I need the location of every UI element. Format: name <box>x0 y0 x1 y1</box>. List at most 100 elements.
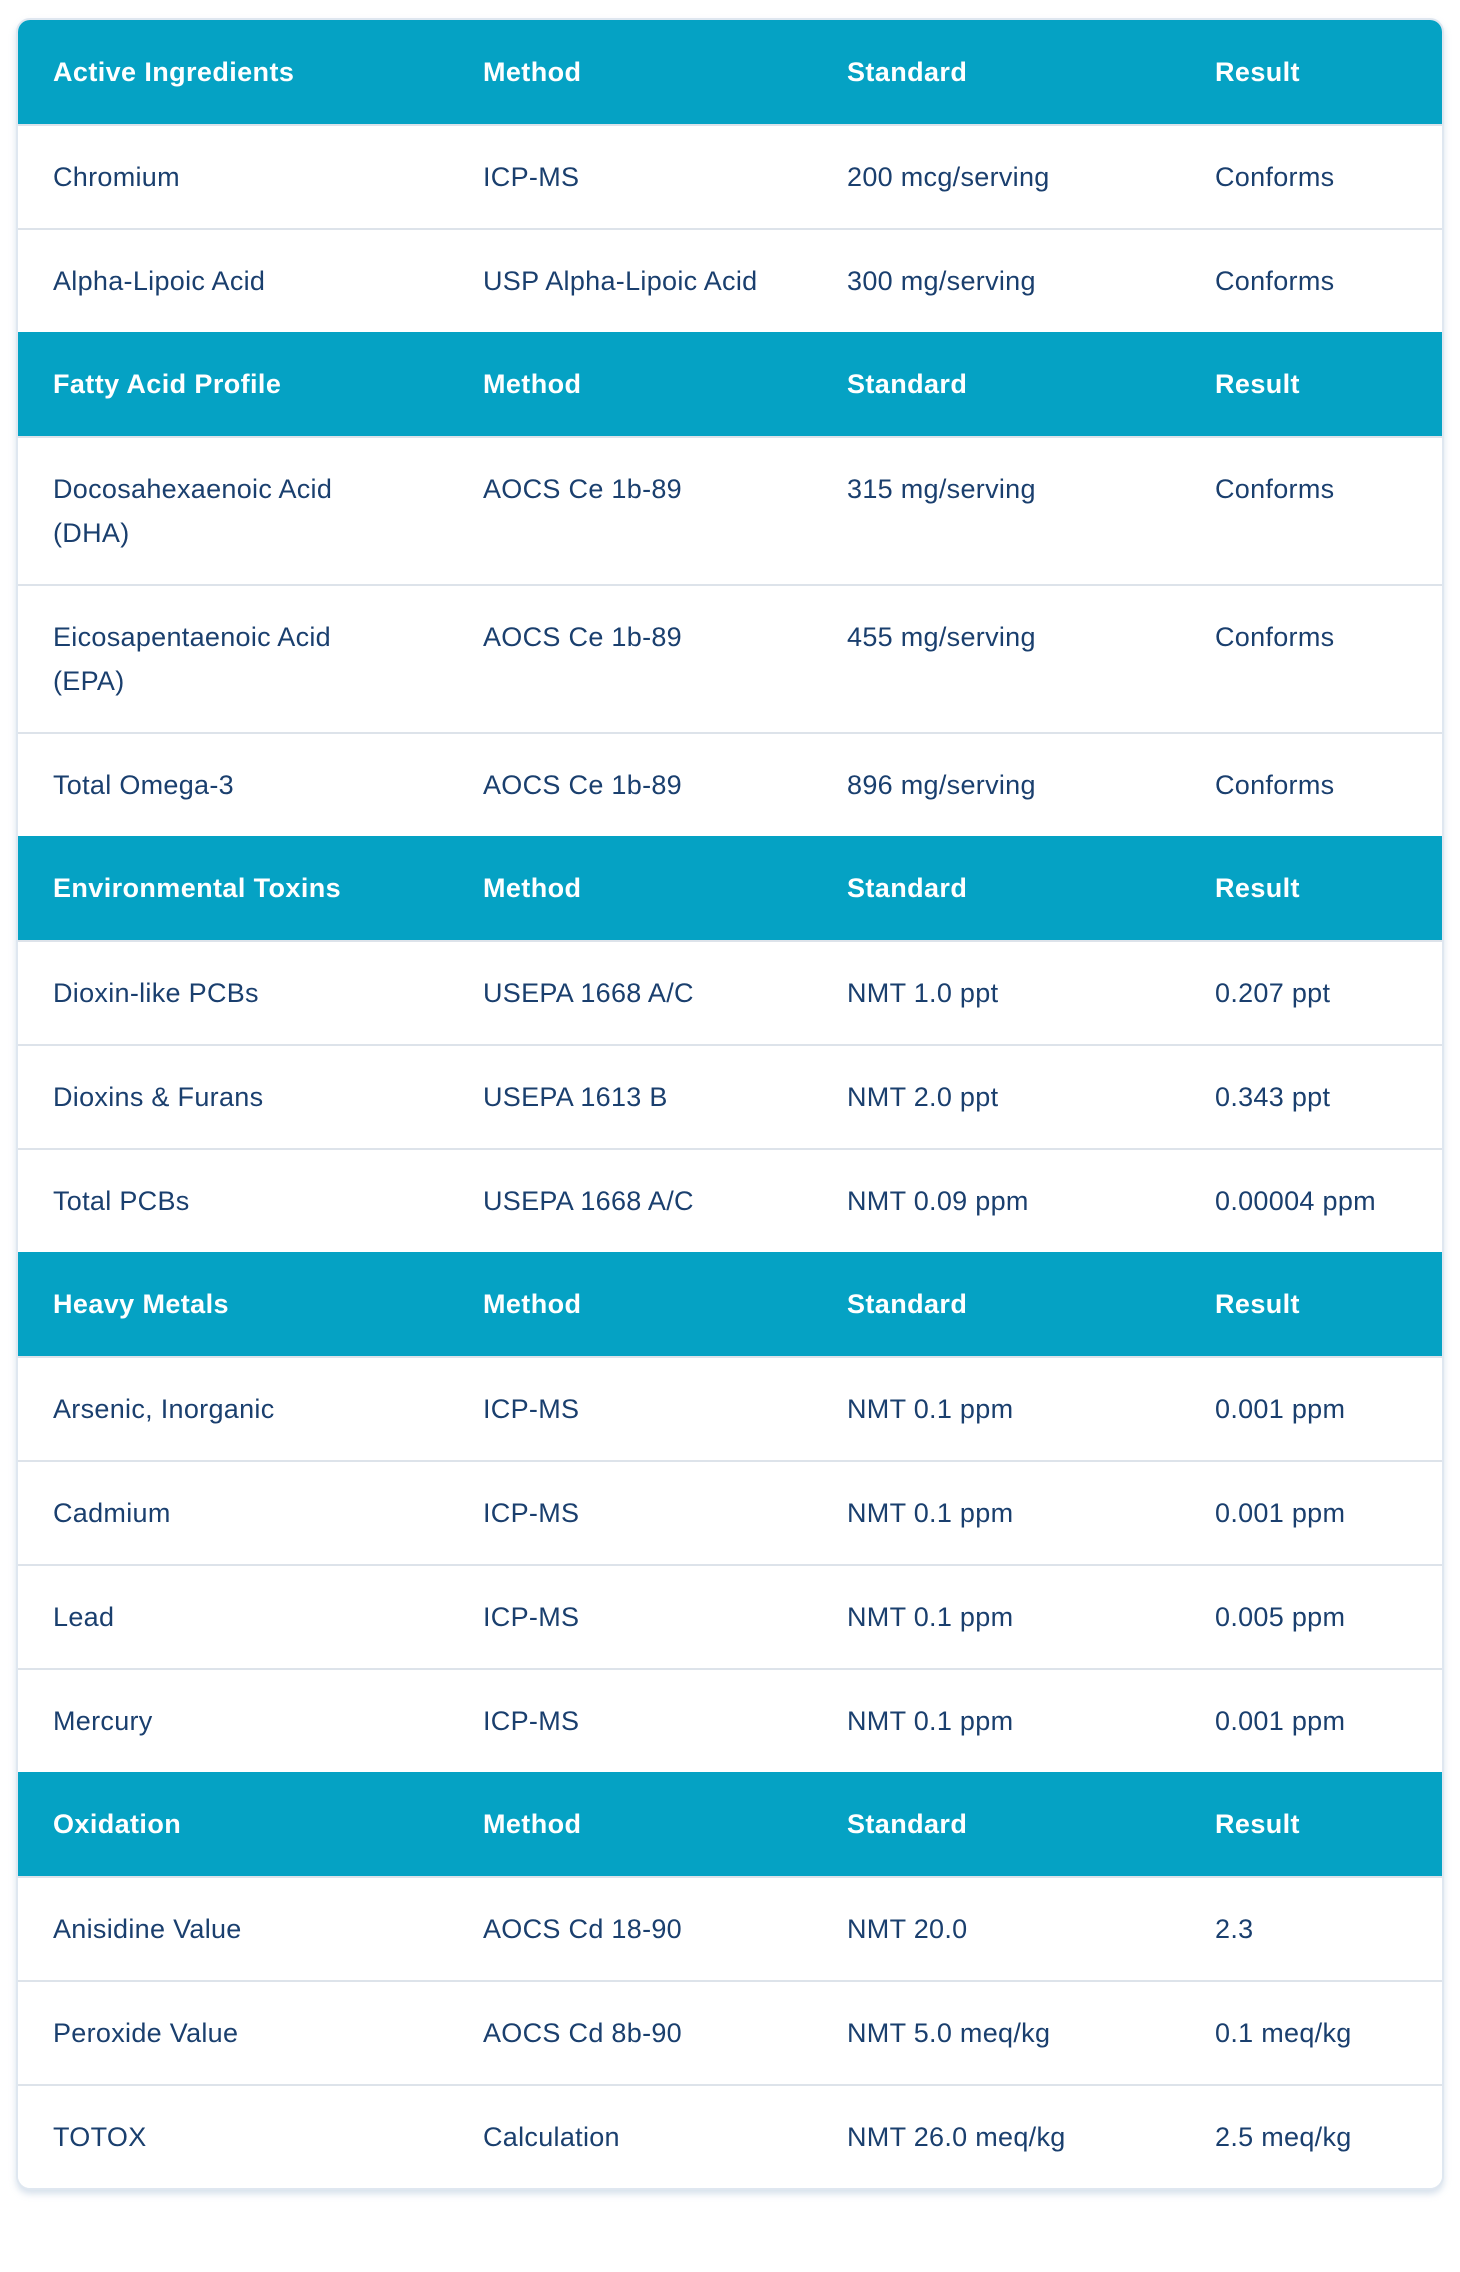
standard-cell: NMT 20.0 <box>812 1876 1180 1981</box>
column-header-result: Result <box>1180 836 1442 941</box>
result-cell: 0.005 ppm <box>1180 1564 1442 1669</box>
result-cell: Conforms <box>1180 584 1442 733</box>
table-row: TOTOX Calculation NMT 26.0 meq/kg 2.5 me… <box>18 2084 1442 2188</box>
analyte-cell: Dioxin-like PCBs <box>18 940 448 1045</box>
method-cell: ICP-MS <box>448 1460 812 1565</box>
method-cell: AOCS Cd 8b-90 <box>448 1980 812 2085</box>
result-cell: 0.207 ppt <box>1180 940 1442 1045</box>
section-title-cell: Environmental Toxins <box>18 836 448 941</box>
column-header-result: Result <box>1180 1252 1442 1357</box>
table-row: Cadmium ICP-MS NMT 0.1 ppm 0.001 ppm <box>18 1460 1442 1565</box>
table-row: Lead ICP-MS NMT 0.1 ppm 0.005 ppm <box>18 1564 1442 1669</box>
method-cell: AOCS Ce 1b-89 <box>448 584 812 733</box>
standard-cell: NMT 5.0 meq/kg <box>812 1980 1180 2085</box>
method-cell: ICP-MS <box>448 1668 812 1772</box>
section-header-row: Fatty Acid Profile Method Standard Resul… <box>18 332 1442 437</box>
standard-cell: 315 mg/serving <box>812 436 1180 585</box>
column-header-result: Result <box>1180 20 1442 125</box>
standard-cell: NMT 26.0 meq/kg <box>812 2084 1180 2188</box>
analyte-cell: Docosahexaenoic Acid (DHA) <box>18 436 448 585</box>
standard-cell: 300 mg/serving <box>812 228 1180 332</box>
column-header-method: Method <box>448 836 812 941</box>
method-cell: USEPA 1668 A/C <box>448 1148 812 1252</box>
table-row: Total PCBs USEPA 1668 A/C NMT 0.09 ppm 0… <box>18 1148 1442 1252</box>
column-header-method: Method <box>448 1252 812 1357</box>
column-header-result: Result <box>1180 332 1442 437</box>
standard-cell: 200 mcg/serving <box>812 124 1180 229</box>
result-cell: 0.1 meq/kg <box>1180 1980 1442 2085</box>
method-cell: AOCS Cd 18-90 <box>448 1876 812 1981</box>
method-cell: AOCS Ce 1b-89 <box>448 732 812 836</box>
analyte-cell: TOTOX <box>18 2084 448 2188</box>
table-row: Dioxins & Furans USEPA 1613 B NMT 2.0 pp… <box>18 1044 1442 1149</box>
table-row: Mercury ICP-MS NMT 0.1 ppm 0.001 ppm <box>18 1668 1442 1772</box>
standard-cell: NMT 0.1 ppm <box>812 1668 1180 1772</box>
table-row: Anisidine Value AOCS Cd 18-90 NMT 20.0 2… <box>18 1876 1442 1981</box>
result-cell: 0.001 ppm <box>1180 1460 1442 1565</box>
section-title-cell: Oxidation <box>18 1772 448 1877</box>
analyte-cell: Alpha-Lipoic Acid <box>18 228 448 332</box>
column-header-method: Method <box>448 1772 812 1877</box>
method-cell: ICP-MS <box>448 1564 812 1669</box>
analyte-cell: Chromium <box>18 124 448 229</box>
method-cell: USEPA 1613 B <box>448 1044 812 1149</box>
results-card: Active Ingredients Method Standard Resul… <box>16 18 1444 2190</box>
column-header-method: Method <box>448 20 812 125</box>
standard-cell: NMT 0.1 ppm <box>812 1356 1180 1461</box>
method-cell: USP Alpha-Lipoic Acid <box>448 228 812 332</box>
standard-cell: NMT 2.0 ppt <box>812 1044 1180 1149</box>
section-title-cell: Fatty Acid Profile <box>18 332 448 437</box>
table-row: Docosahexaenoic Acid (DHA) AOCS Ce 1b-89… <box>18 436 1442 585</box>
standard-cell: NMT 0.1 ppm <box>812 1564 1180 1669</box>
result-cell: Conforms <box>1180 436 1442 585</box>
column-header-method: Method <box>448 332 812 437</box>
qc-results-table: Active Ingredients Method Standard Resul… <box>18 20 1442 2188</box>
analyte-cell: Arsenic, Inorganic <box>18 1356 448 1461</box>
analyte-cell: Mercury <box>18 1668 448 1772</box>
result-cell: Conforms <box>1180 228 1442 332</box>
section-header-row: Heavy Metals Method Standard Result <box>18 1252 1442 1357</box>
section-title-cell: Active Ingredients <box>18 20 448 125</box>
column-header-standard: Standard <box>812 1252 1180 1357</box>
column-header-standard: Standard <box>812 836 1180 941</box>
result-cell: 2.5 meq/kg <box>1180 2084 1442 2188</box>
method-cell: AOCS Ce 1b-89 <box>448 436 812 585</box>
result-cell: 0.00004 ppm <box>1180 1148 1442 1252</box>
standard-cell: NMT 0.09 ppm <box>812 1148 1180 1252</box>
analyte-cell: Total Omega-3 <box>18 732 448 836</box>
column-header-standard: Standard <box>812 332 1180 437</box>
table-row: Chromium ICP-MS 200 mcg/serving Conforms <box>18 124 1442 229</box>
method-cell: ICP-MS <box>448 1356 812 1461</box>
result-cell: 0.343 ppt <box>1180 1044 1442 1149</box>
method-cell: Calculation <box>448 2084 812 2188</box>
analyte-cell: Anisidine Value <box>18 1876 448 1981</box>
method-cell: ICP-MS <box>448 124 812 229</box>
result-cell: 0.001 ppm <box>1180 1356 1442 1461</box>
table-row: Eicosapentaenoic Acid (EPA) AOCS Ce 1b-8… <box>18 584 1442 733</box>
standard-cell: NMT 0.1 ppm <box>812 1460 1180 1565</box>
method-cell: USEPA 1668 A/C <box>448 940 812 1045</box>
table-row: Arsenic, Inorganic ICP-MS NMT 0.1 ppm 0.… <box>18 1356 1442 1461</box>
analyte-cell: Eicosapentaenoic Acid (EPA) <box>18 584 448 733</box>
analyte-cell: Dioxins & Furans <box>18 1044 448 1149</box>
result-cell: Conforms <box>1180 124 1442 229</box>
analyte-cell: Peroxide Value <box>18 1980 448 2085</box>
section-header-row: Active Ingredients Method Standard Resul… <box>18 20 1442 125</box>
table-row: Alpha-Lipoic Acid USP Alpha-Lipoic Acid … <box>18 228 1442 332</box>
standard-cell: 455 mg/serving <box>812 584 1180 733</box>
section-header-row: Oxidation Method Standard Result <box>18 1772 1442 1877</box>
column-header-standard: Standard <box>812 1772 1180 1877</box>
result-cell: 0.001 ppm <box>1180 1668 1442 1772</box>
standard-cell: NMT 1.0 ppt <box>812 940 1180 1045</box>
column-header-result: Result <box>1180 1772 1442 1877</box>
analyte-cell: Lead <box>18 1564 448 1669</box>
analyte-cell: Total PCBs <box>18 1148 448 1252</box>
section-header-row: Environmental Toxins Method Standard Res… <box>18 836 1442 941</box>
result-cell: 2.3 <box>1180 1876 1442 1981</box>
analyte-cell: Cadmium <box>18 1460 448 1565</box>
table-row: Dioxin-like PCBs USEPA 1668 A/C NMT 1.0 … <box>18 940 1442 1045</box>
standard-cell: 896 mg/serving <box>812 732 1180 836</box>
column-header-standard: Standard <box>812 20 1180 125</box>
result-cell: Conforms <box>1180 732 1442 836</box>
table-row: Total Omega-3 AOCS Ce 1b-89 896 mg/servi… <box>18 732 1442 836</box>
